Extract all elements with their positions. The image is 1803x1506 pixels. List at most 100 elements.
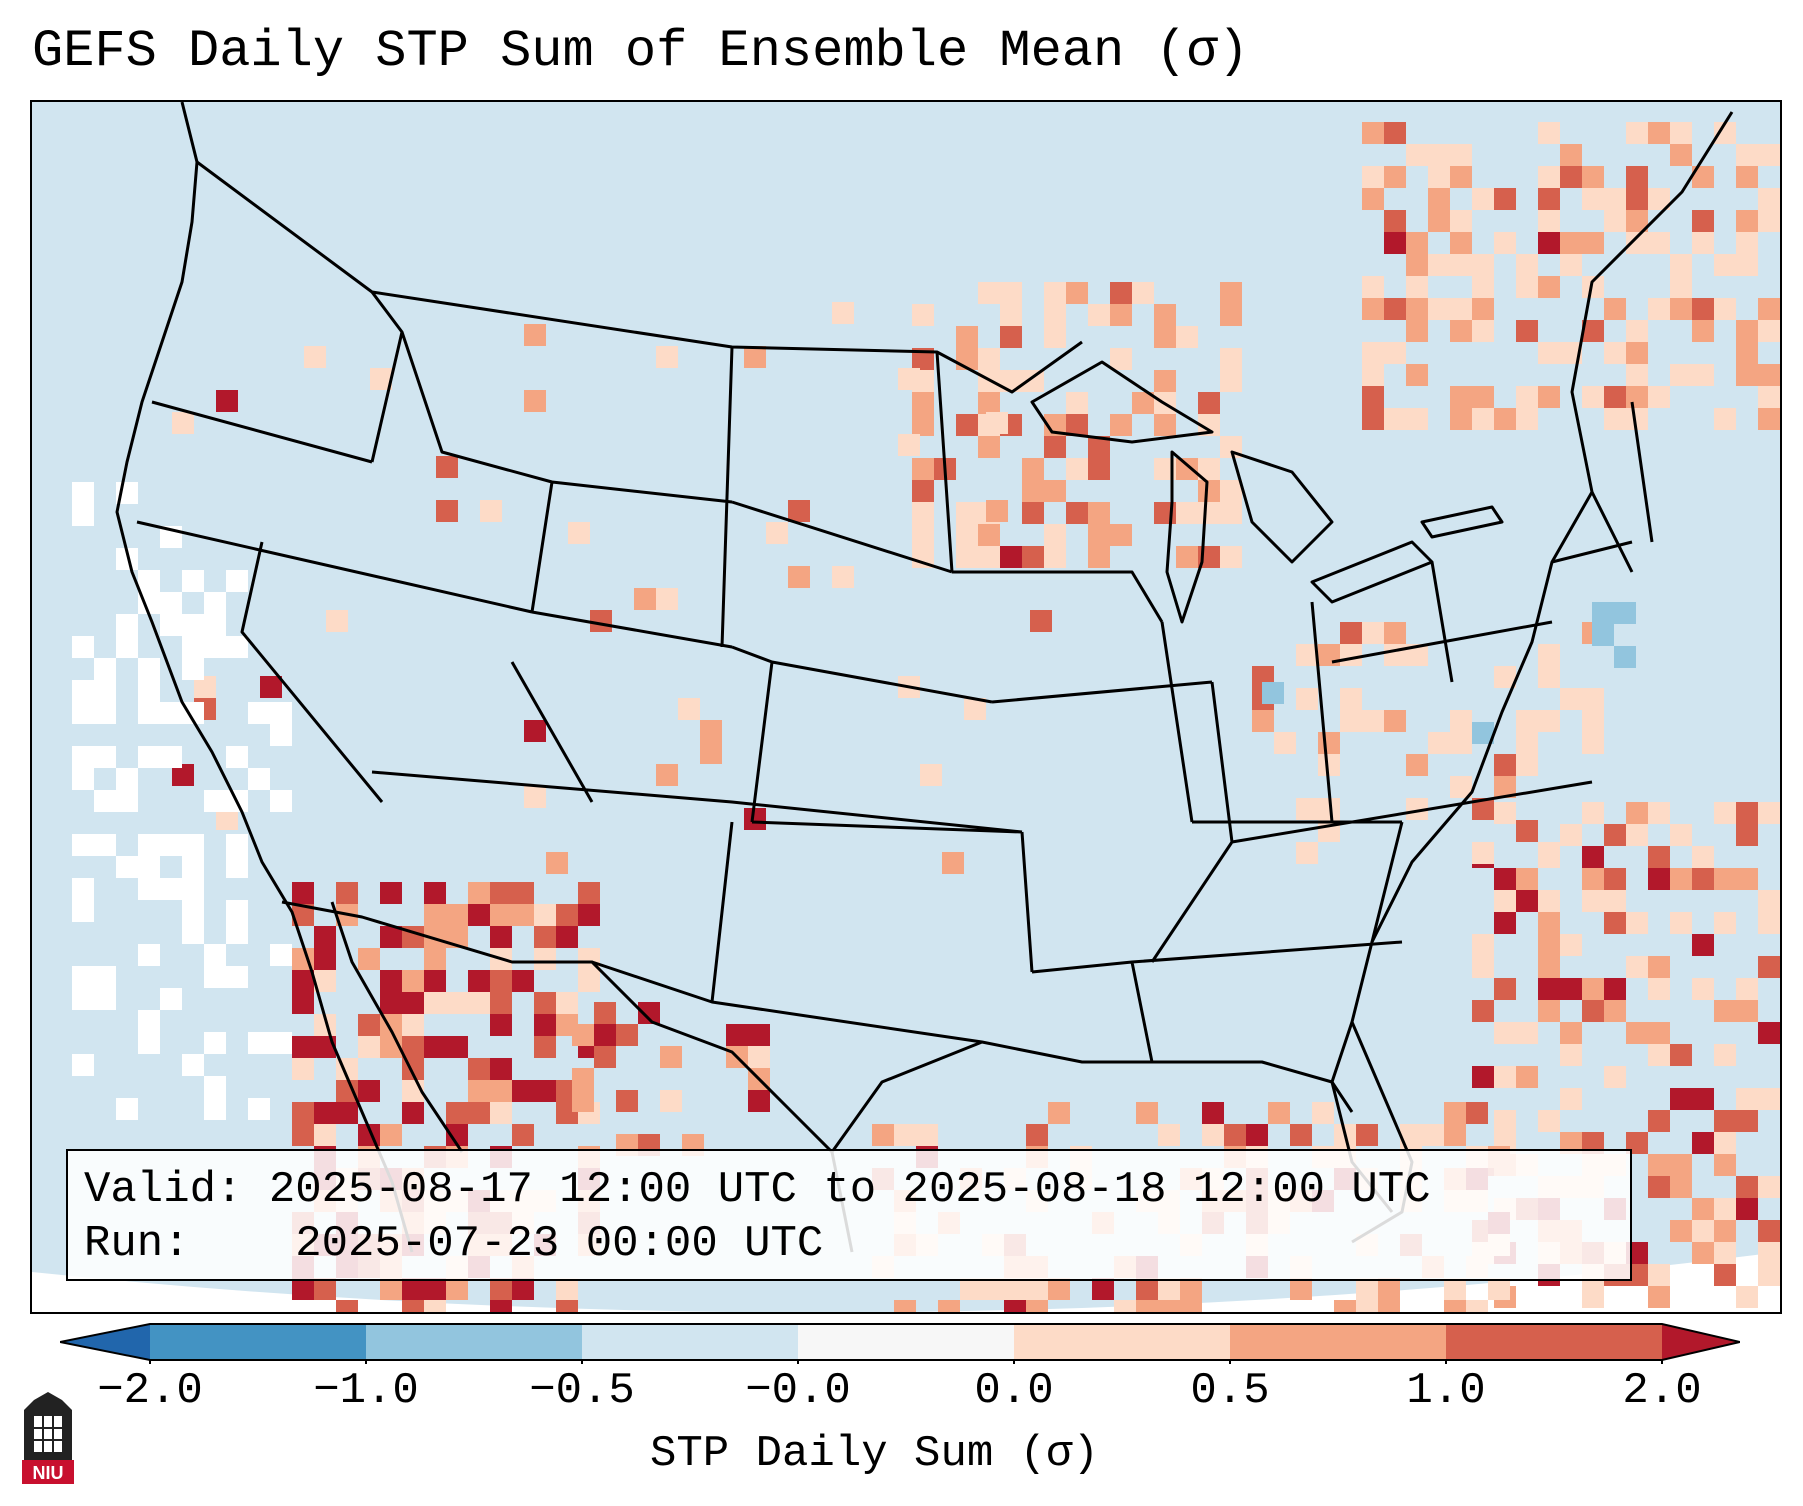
anomaly-cell [1758,144,1780,166]
anomaly-cell [1406,364,1428,386]
anomaly-cell [1582,232,1604,254]
anomaly-cell [1692,320,1714,342]
anomaly-cell [1614,646,1636,668]
anomaly-cell [1648,956,1670,978]
colorbar-tick-label: −2.0 [97,1366,203,1416]
colorbar-tick-label: −0.0 [745,1366,851,1416]
anomaly-cell [1132,282,1154,304]
anomaly-cell [1626,342,1648,364]
anomaly-cell [942,852,964,874]
anomaly-cell [1714,912,1736,934]
no-data-cell [182,856,204,878]
colorbar-tick-label: 1.0 [1406,1366,1486,1416]
anomaly-cell [1560,1044,1582,1066]
anomaly-cell [1154,304,1176,326]
anomaly-cell [1538,956,1560,978]
no-data-cell [248,702,270,724]
anomaly-cell [1736,144,1758,166]
anomaly-cell [336,1080,358,1102]
anomaly-cell [292,904,314,926]
anomaly-cell [660,1090,682,1112]
no-data-cell [138,746,160,768]
anomaly-cell [1220,370,1242,392]
anomaly-cell [1538,122,1560,144]
no-data-cell [204,966,226,988]
anomaly-cell [1334,1300,1356,1312]
anomaly-cell [1604,1000,1626,1022]
anomaly-cell [1736,1088,1758,1110]
anomaly-cell [1088,546,1110,568]
anomaly-cell [1736,868,1758,890]
anomaly-cell [1626,122,1648,144]
anomaly-cell [1472,842,1494,864]
anomaly-cell [424,1300,446,1312]
anomaly-cell [1560,166,1582,188]
anomaly-cell [1494,188,1516,210]
anomaly-cell [1670,1044,1692,1066]
anomaly-cell [1670,122,1692,144]
anomaly-cell [446,1036,468,1058]
no-data-cell [72,966,94,988]
anomaly-cell [1472,722,1494,744]
anomaly-cell [1356,1124,1378,1146]
anomaly-cell [1030,610,1052,632]
no-data-cell [204,614,226,636]
anomaly-cell [1582,710,1604,732]
anomaly-cell [1582,868,1604,890]
anomaly-cell [424,904,446,926]
anomaly-cell [1758,364,1780,386]
anomaly-cell [1538,890,1560,912]
anomaly-cell [1472,386,1494,408]
anomaly-cell [1714,1242,1736,1264]
anomaly-cell [872,1124,894,1146]
anomaly-cell [336,882,358,904]
pacific-coastline [115,102,414,1253]
anomaly-cell [1406,798,1428,820]
anomaly-cell [1384,210,1406,232]
anomaly-cell [1714,802,1736,824]
anomaly-cell [1714,1110,1736,1132]
anomaly-cell [490,1058,512,1080]
anomaly-cell [468,1080,490,1102]
valid-label: Valid: [84,1165,243,1215]
anomaly-cell [1626,364,1648,386]
anomaly-cell [912,502,934,524]
colorbar-tick-label: 0.0 [974,1366,1054,1416]
anomaly-cell [1384,298,1406,320]
anomaly-cell [314,948,336,970]
anomaly-cell [1450,232,1472,254]
anomaly-cell [1560,824,1582,846]
anomaly-cell [1136,1102,1158,1124]
anomaly-cell [1736,1286,1758,1308]
anomaly-cell [1066,392,1088,414]
anomaly-cell [1648,122,1670,144]
no-data-cell [204,592,226,614]
anomaly-cell [556,926,578,948]
anomaly-cell [1560,978,1582,1000]
anomaly-cell [1604,1066,1626,1088]
no-data-cell [116,548,138,570]
anomaly-cell [468,904,490,926]
anomaly-cell [1714,1132,1736,1154]
anomaly-cell [314,1102,336,1124]
anomaly-cell [1158,1278,1180,1300]
anomaly-cell [1714,1154,1736,1176]
anomaly-cell [660,1046,682,1068]
anomaly-cell [1516,1066,1538,1088]
anomaly-cell [788,500,810,522]
anomaly-cell [1000,304,1022,326]
anomaly-cell [912,414,934,436]
anomaly-cell [1296,842,1318,864]
anomaly-cell [1026,1300,1048,1312]
anomaly-cell [1044,480,1066,502]
no-data-cell [94,702,116,724]
anomaly-cell [1516,276,1538,298]
anomaly-cell [314,1124,336,1146]
anomaly-cell [1626,912,1648,934]
anomaly-cell [490,970,512,992]
no-data-cell [270,702,292,724]
anomaly-cell [938,1300,960,1312]
anomaly-cell [1444,1124,1466,1146]
anomaly-cell [1582,320,1604,342]
anomaly-cell [1538,386,1560,408]
